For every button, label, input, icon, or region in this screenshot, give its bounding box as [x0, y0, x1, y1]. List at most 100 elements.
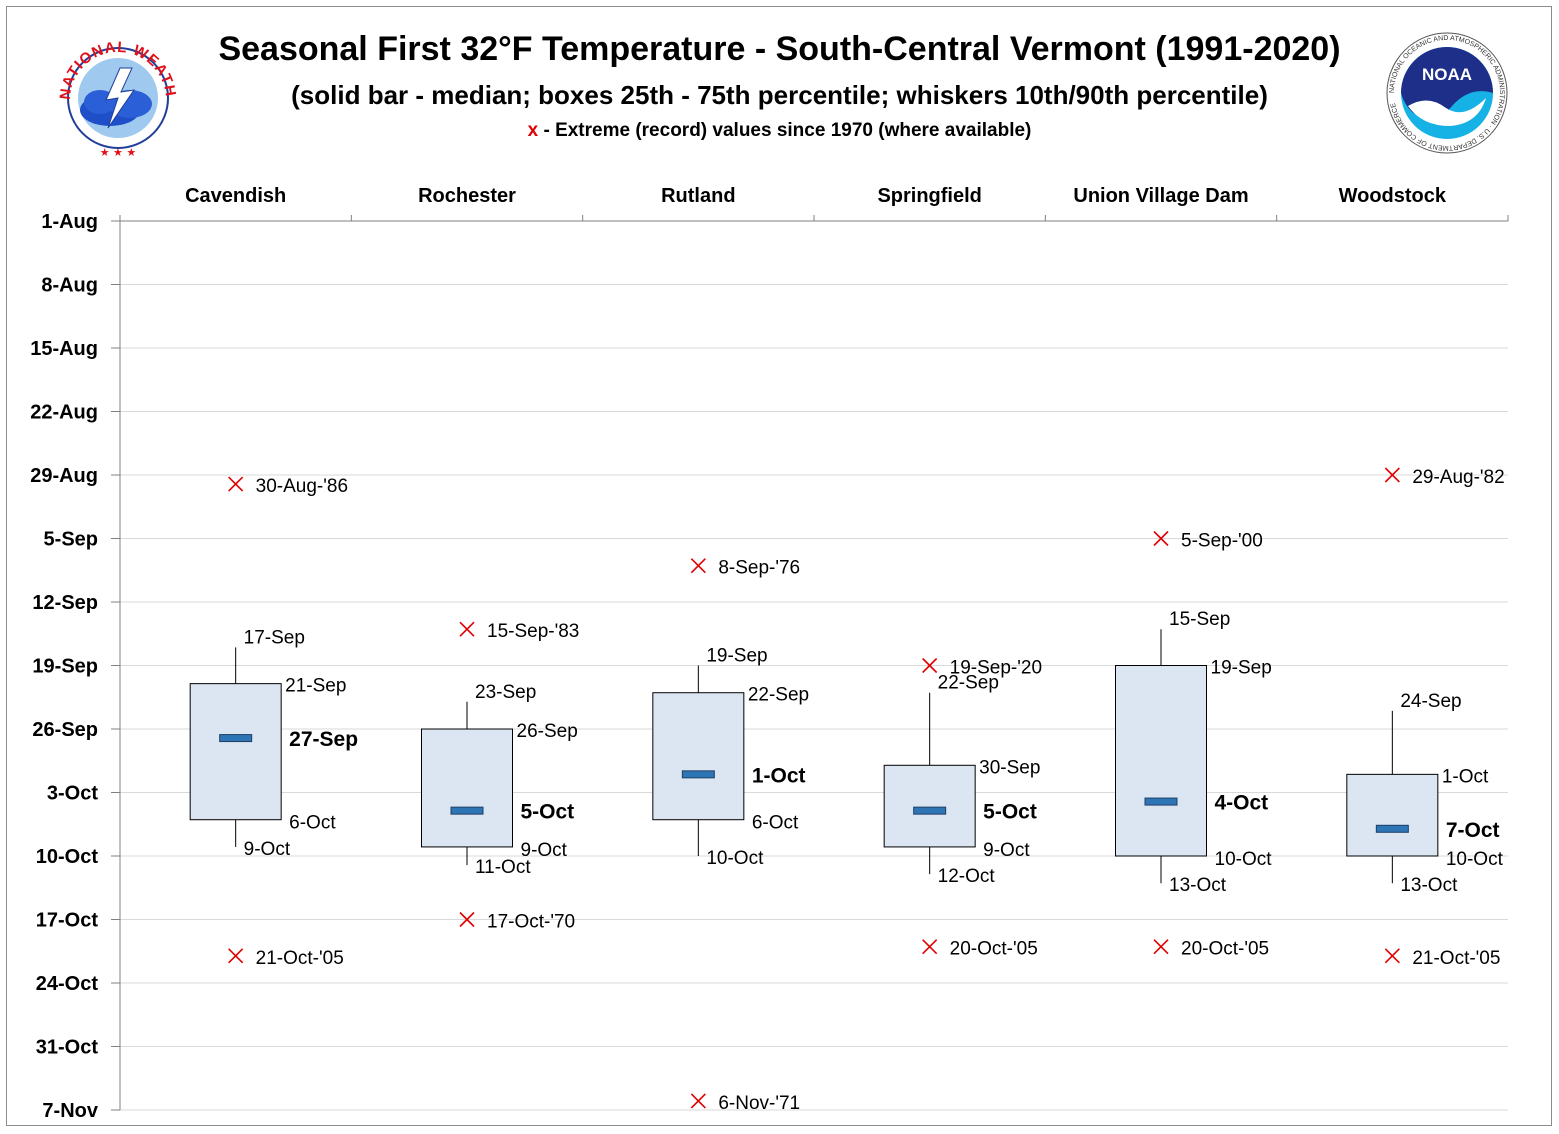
median-bar [1144, 797, 1178, 806]
extreme-legend-text: - Extreme (record) values since 1970 (wh… [538, 120, 1032, 141]
grid [120, 284, 1508, 1111]
earliest-record-mark [922, 657, 938, 674]
x-mark-stroke [922, 657, 938, 674]
p90-label: 11-Oct [475, 857, 531, 878]
p25-label: 22-Sep [748, 685, 809, 706]
y-tick-label: 26-Sep [32, 719, 98, 741]
y-tick-label: 15-Aug [30, 338, 98, 360]
latest-record-mark [1384, 948, 1400, 964]
y-tick-label: 5-Sep [44, 529, 98, 551]
x-mark-stroke [1384, 467, 1400, 483]
p25-label: 30-Sep [979, 757, 1040, 778]
p10-label: 17-Sep [244, 627, 305, 648]
y-tick-label: 31-Oct [36, 1037, 99, 1059]
iqr-box [1115, 665, 1207, 857]
station-box-group: 15-Sep 19-Sep 4-Oct 10-Oct 13-Oct 5-Sep-'00 20… [1115, 530, 1273, 960]
station-label: Springfield [877, 185, 981, 207]
y-tick-label: 12-Sep [32, 592, 98, 614]
station-label: Woodstock [1339, 185, 1447, 207]
y-tick-label: 24-Oct [36, 973, 99, 995]
earliest-record-mark [1153, 530, 1169, 547]
p25-label: 21-Sep [285, 676, 346, 697]
earliest-record-mark [1384, 467, 1400, 483]
median-label: 5-Oct [521, 801, 575, 824]
p90-label: 12-Oct [938, 866, 996, 887]
iqr-box [189, 683, 282, 821]
median-bar [681, 770, 715, 779]
earliest-record-mark [228, 476, 244, 492]
y-tick-label: 22-Aug [30, 402, 98, 424]
extreme-legend: x - Extreme (record) values since 1970 (… [0, 120, 1559, 142]
p10-label: 22-Sep [938, 673, 999, 694]
median-label: 27-Sep [289, 728, 358, 751]
earliest-record-label: 15-Sep-'83 [487, 621, 579, 642]
x-mark-stroke [459, 911, 475, 928]
p25-label: 19-Sep [1211, 658, 1272, 679]
median-label: 7-Oct [1446, 819, 1500, 842]
earliest-record-label: 30-Aug-'86 [256, 476, 348, 497]
latest-record-label: 21-Oct-'05 [256, 948, 344, 969]
iqr-box [652, 692, 745, 821]
p10-label: 24-Sep [1400, 691, 1461, 712]
station-box-group: 24-Sep 1-Oct 7-Oct 10-Oct 13-Oct 29-Aug-'82 21… [1346, 467, 1505, 969]
y-tick-label: 17-Oct [36, 910, 99, 932]
p75-label: 9-Oct [983, 840, 1030, 861]
station-label: Rochester [418, 185, 516, 207]
latest-record-label: 20-Oct-'05 [1181, 939, 1269, 960]
latest-record-mark [459, 911, 475, 928]
station-label: Rutland [661, 185, 735, 207]
p10-label: 15-Sep [1169, 609, 1230, 630]
p75-label: 10-Oct [1215, 849, 1273, 870]
y-tick-label: 1-Aug [41, 211, 98, 233]
x-mark-stroke [459, 621, 475, 637]
p90-label: 10-Oct [706, 848, 764, 869]
latest-record-mark [690, 1093, 706, 1109]
p75-label: 6-Oct [752, 813, 799, 834]
latest-record-label: 6-Nov-'71 [718, 1093, 800, 1114]
p25-label: 26-Sep [517, 721, 578, 742]
station-box-group: 19-Sep 22-Sep 1-Oct 6-Oct 10-Oct 8-Sep-'76 6-N… [652, 558, 809, 1114]
p90-label: 13-Oct [1169, 875, 1227, 896]
x-mark-stroke [922, 939, 938, 955]
y-tick-label: 29-Aug [30, 465, 98, 487]
p75-label: 10-Oct [1446, 849, 1504, 870]
median-bar [219, 734, 253, 743]
chart-title: Seasonal First 32°F Temperature - South-… [218, 30, 1341, 68]
x-mark-stroke [1384, 948, 1400, 964]
nws-logo: NATIONAL WEATHER SERVICE ★ ★ ★ [48, 28, 178, 159]
svg-text:★ ★ ★: ★ ★ ★ [100, 146, 137, 159]
median-bar [913, 806, 947, 815]
iqr-box [883, 764, 976, 848]
y-tick-label: 19-Sep [32, 656, 98, 678]
station-label: Cavendish [185, 185, 286, 207]
noaa-logo-text: NOAA [1422, 65, 1472, 84]
iqr-box [421, 728, 513, 848]
iqr-box [1346, 773, 1439, 857]
y-axis-ticks: 1-Aug 8-Aug 15-Aug 22-Aug 29-Aug 5-Sep 12-Sep 1… [30, 211, 99, 1122]
station-box-group: 22-Sep 30-Sep 5-Oct 9-Oct 12-Oct 19-Sep-'20 20… [883, 657, 1042, 960]
station-headers: Cavendish Rochester Rutland Springfield Unio… [185, 185, 1447, 207]
chart-frame [6, 6, 1552, 1126]
x-mark-stroke [228, 476, 244, 492]
earliest-record-label: 29-Aug-'82 [1412, 467, 1504, 488]
earliest-record-label: 8-Sep-'76 [718, 558, 800, 579]
x-mark-stroke [690, 558, 706, 574]
noaa-logo: NOAA NATIONAL OCEANIC AND ATMOSPHERIC AD… [1386, 32, 1508, 154]
p90-label: 9-Oct [244, 839, 291, 860]
plot-area: 17-Sep 21-Sep 27-Sep 6-Oct 9-Oct 30-Aug-'86 21… [189, 467, 1505, 1114]
y-tick-label: 7-Nov [42, 1100, 98, 1122]
p10-label: 23-Sep [475, 682, 536, 703]
latest-record-label: 17-Oct-'70 [487, 912, 575, 933]
median-bar [1375, 824, 1409, 833]
station-box-group: 17-Sep 21-Sep 27-Sep 6-Oct 9-Oct 30-Aug-'86 21… [189, 476, 358, 969]
p75-label: 6-Oct [289, 813, 336, 834]
y-tick-label: 3-Oct [47, 783, 98, 805]
earliest-record-mark [690, 558, 706, 574]
p25-label: 1-Oct [1442, 766, 1489, 787]
latest-record-label: 21-Oct-'05 [1412, 948, 1500, 969]
latest-record-mark [922, 939, 938, 955]
latest-record-label: 20-Oct-'05 [950, 939, 1038, 960]
median-label: 1-Oct [752, 764, 806, 787]
